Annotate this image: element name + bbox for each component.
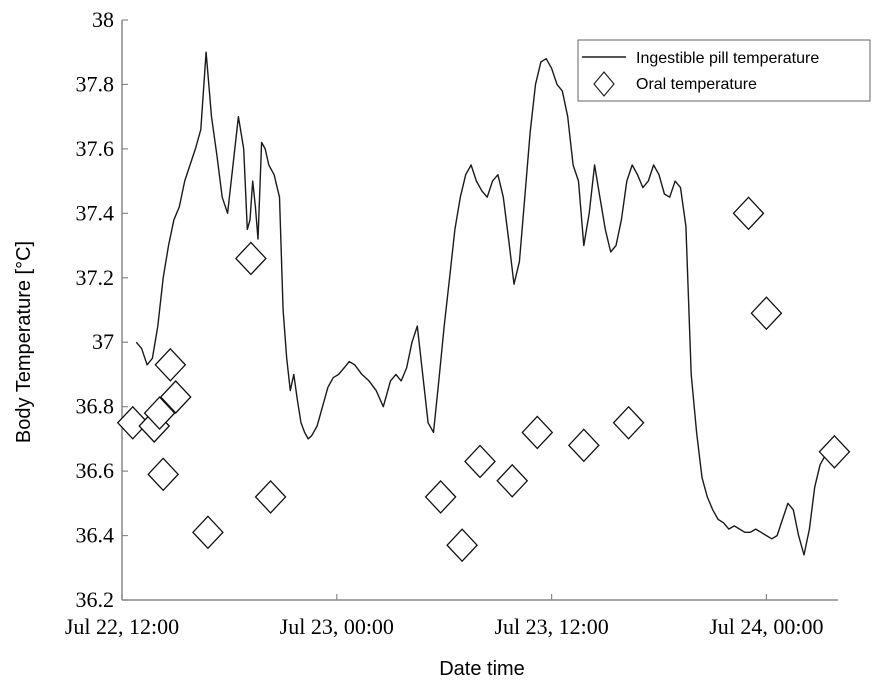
- x-axis-label: Date time: [439, 658, 525, 680]
- y-tick-label: 37: [92, 329, 114, 354]
- x-tick-label: Jul 23, 12:00: [494, 614, 608, 639]
- y-ticks: 36.2 36.4 36.6 36.8 37 37.2 37.4 37.6 37.8 38: [76, 7, 128, 612]
- y-tick-label: 37.4: [76, 200, 115, 225]
- oral-temperature-series: [116, 196, 851, 563]
- oral-temperature-point: [147, 457, 180, 492]
- y-tick-label: 36.8: [76, 394, 115, 419]
- y-tick-label: 37.8: [76, 71, 115, 96]
- pill-temperature-series: [135, 51, 836, 556]
- oral-temperature-point: [496, 463, 529, 498]
- oral-temperature-point: [143, 396, 176, 431]
- oral-temperature-point: [732, 196, 765, 231]
- oral-temperature-point: [254, 479, 287, 514]
- y-tick-label: 38: [92, 7, 114, 32]
- oral-temperature-point: [818, 434, 851, 469]
- oral-temperature-point: [750, 296, 783, 331]
- y-tick-label: 37.2: [76, 265, 115, 290]
- oral-temperature-point: [424, 479, 457, 514]
- oral-temperature-point: [567, 428, 600, 463]
- oral-temperature-point: [192, 515, 224, 550]
- pill-temperature-line: [135, 51, 836, 556]
- oral-temperature-point: [154, 347, 187, 382]
- legend-box: [577, 39, 871, 102]
- oral-temperature-point: [464, 444, 496, 479]
- y-tick-label: 37.6: [76, 136, 115, 161]
- x-tick-label: Jul 22, 12:00: [65, 614, 179, 639]
- y-tick-label: 36.2: [76, 587, 115, 612]
- axes: [121, 20, 838, 601]
- y-tick-label: 36.6: [76, 458, 115, 483]
- legend-item-oral: Oral temperature: [636, 76, 757, 93]
- x-tick-label: Jul 23, 00:00: [280, 614, 394, 639]
- legend-item-pill: Ingestible pill temperature: [636, 50, 819, 67]
- x-ticks: Jul 22, 12:00 Jul 23, 00:00 Jul 23, 12:00 J…: [65, 594, 824, 639]
- y-tick-label: 36.4: [76, 523, 115, 548]
- oral-temperature-point: [234, 241, 267, 276]
- oral-temperature-point: [446, 528, 478, 563]
- oral-temperature-point: [612, 405, 645, 440]
- legend-diamond-icon: [593, 71, 615, 97]
- y-axis-label: Body Temperature [°C]: [13, 241, 35, 443]
- oral-temperature-point: [159, 380, 192, 414]
- x-tick-label: Jul 24, 00:00: [709, 614, 823, 639]
- legend: Ingestible pill temperature Oral tempera…: [577, 39, 871, 102]
- oral-temperature-point: [116, 405, 149, 440]
- oral-temperature-point: [521, 415, 554, 450]
